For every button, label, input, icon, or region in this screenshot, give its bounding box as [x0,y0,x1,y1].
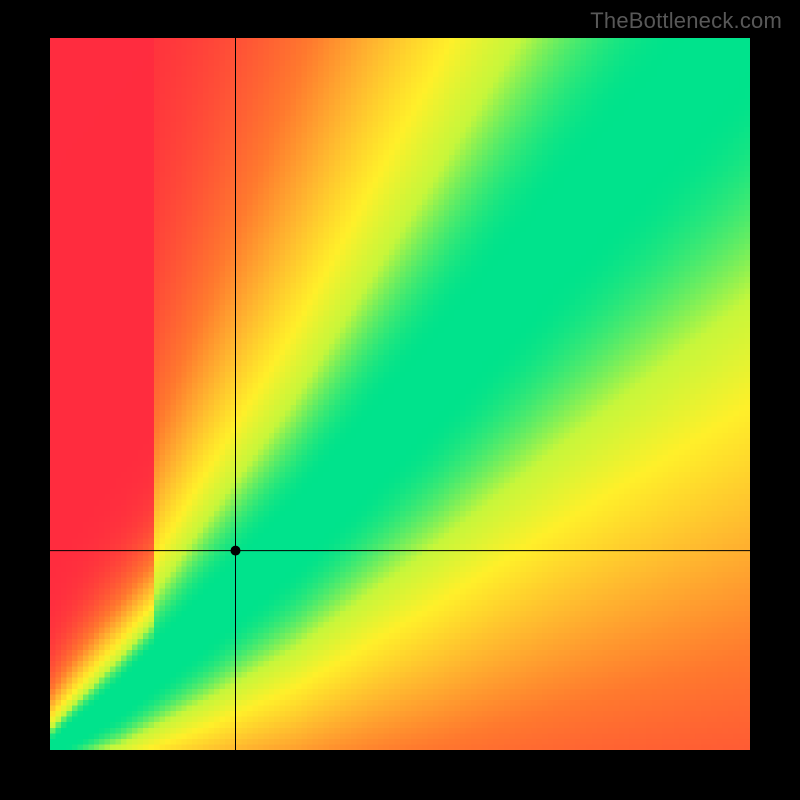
heatmap-canvas [50,38,750,750]
heatmap-canvas-wrap [50,38,750,750]
watermark-text: TheBottleneck.com [590,8,782,34]
heatmap-plot [50,38,750,750]
